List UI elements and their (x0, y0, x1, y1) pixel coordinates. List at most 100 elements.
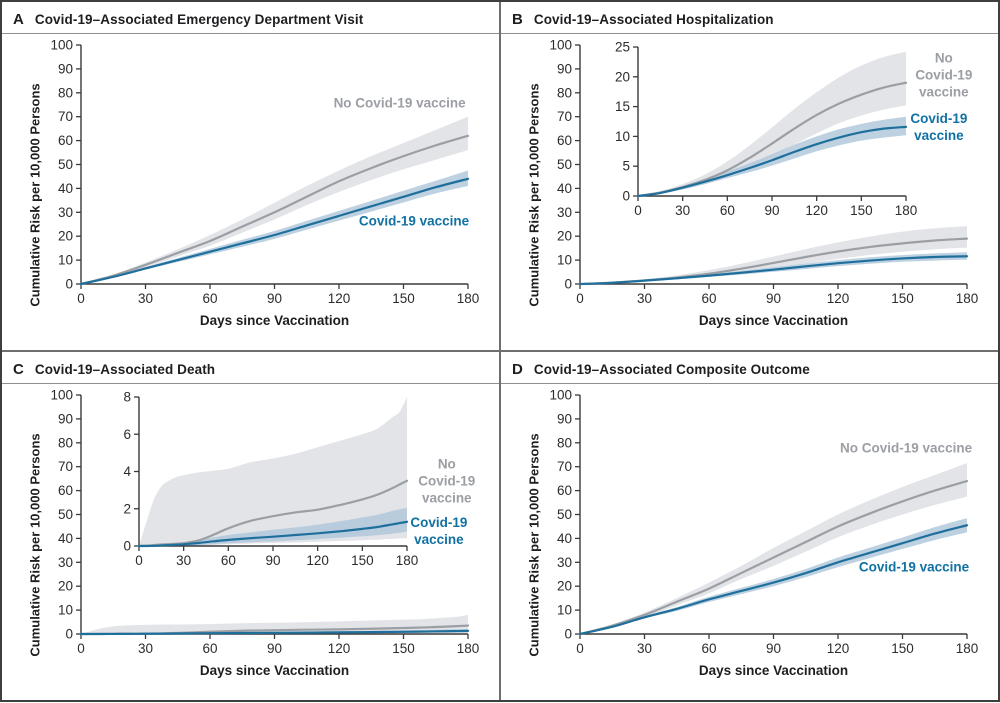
x-tick-label-main: 120 (328, 641, 351, 656)
y-tick-label-main: 30 (58, 205, 73, 220)
panel-letter: D (512, 360, 523, 378)
x-tick-label-main: 180 (956, 291, 979, 306)
x-tick-label-main: 60 (202, 641, 217, 656)
x-tick-label-main: 150 (392, 641, 415, 656)
panel-letter: C (13, 360, 24, 378)
y-tick-label-main: 50 (58, 157, 73, 172)
y-tick-label-main: 80 (58, 435, 73, 450)
x-tick-label-main: 90 (267, 641, 282, 656)
y-tick-label-main: 50 (557, 157, 572, 172)
x-tick-label-main: 150 (392, 291, 415, 306)
panel-letter: B (512, 10, 523, 28)
panel-d-plot-area: Cumulative Risk per 10,000 Persons 0 10 20… (501, 384, 998, 700)
x-tick-label-inset: 0 (135, 553, 143, 568)
y-tick-label-main: 90 (557, 61, 572, 76)
x-tick-label-main: 90 (766, 641, 781, 656)
x-tick-label-main: 30 (138, 291, 153, 306)
series-label-vaccine: Covid-19 vaccine (910, 111, 967, 143)
series-label-no_vaccine: No Covid-19 vaccine (334, 96, 467, 111)
series-label-no_vaccine: No Covid-19 vaccine (915, 50, 972, 99)
y-tick-label-inset: 15 (615, 99, 630, 114)
x-tick-label-main: 60 (701, 291, 716, 306)
series-line-vaccine-inset (636, 125, 908, 198)
y-tick-label-main: 0 (65, 277, 73, 292)
y-tick-label-main: 10 (557, 253, 572, 268)
x-tick-label-main: 120 (827, 641, 850, 656)
y-tick-label-inset: 0 (123, 539, 131, 554)
x-tick-label-main: 150 (891, 291, 914, 306)
y-tick-label-main: 10 (58, 253, 73, 268)
y-tick-label-inset: 8 (123, 390, 131, 405)
y-tick-label-main: 40 (58, 181, 73, 196)
y-tick-label-inset: 6 (123, 427, 131, 442)
panel-d: D Covid-19–Associated Composite Outcome … (501, 352, 998, 700)
y-axis-label: Cumulative Risk per 10,000 Persons (27, 83, 43, 307)
y-tick-label-main: 70 (58, 109, 73, 124)
y-tick-label-main: 100 (549, 388, 572, 403)
y-tick-label-main: 70 (557, 109, 572, 124)
series-line-no_vaccine-main (578, 479, 969, 636)
series-line-vaccine-main (578, 524, 969, 636)
chart-canvas-a: 0 10 20 30 40 50 60 70 80 90 100 0 30 60 90 120 150 180 Da… (50, 38, 479, 329)
y-tick-label-main: 100 (549, 38, 572, 53)
y-axis-label: Cumulative Risk per 10,000 Persons (27, 433, 43, 657)
panel-a-plot-area: Cumulative Risk per 10,000 Persons 0 10 20… (2, 34, 499, 350)
y-tick-label-inset: 20 (615, 69, 630, 84)
y-tick-label-main: 100 (50, 388, 73, 403)
x-tick-label-main: 60 (202, 291, 217, 306)
x-tick-label-main: 90 (766, 291, 781, 306)
series-line-vaccine-main (79, 629, 470, 636)
x-tick-label-main: 0 (77, 641, 85, 656)
series-line-vaccine-main (578, 255, 969, 286)
band-no_vaccine-inset (139, 397, 407, 547)
y-tick-label-main: 100 (50, 38, 73, 53)
x-tick-label-inset: 180 (895, 203, 918, 218)
y-tick-label-main: 90 (58, 61, 73, 76)
y-tick-label-inset: 4 (123, 464, 131, 479)
band-no_vaccine-main (580, 463, 967, 634)
y-tick-label-main: 10 (58, 603, 73, 618)
x-axis-label: Days since Vaccination (699, 313, 848, 328)
panel-a-header: A Covid-19–Associated Emergency Departme… (2, 2, 499, 34)
y-tick-label-main: 30 (58, 555, 73, 570)
series-line-vaccine-inset (137, 520, 409, 548)
x-tick-label-main: 90 (267, 291, 282, 306)
series-line-no_vaccine-main (79, 134, 470, 286)
y-tick-label-main: 30 (557, 555, 572, 570)
y-tick-label-main: 50 (58, 507, 73, 522)
x-tick-label-main: 180 (457, 641, 480, 656)
y-axis-label: Cumulative Risk per 10,000 Persons (526, 83, 542, 307)
y-tick-label-main: 80 (58, 85, 73, 100)
x-tick-label-main: 30 (138, 641, 153, 656)
y-tick-label-main: 90 (58, 411, 73, 426)
x-tick-label-main: 30 (637, 291, 652, 306)
x-tick-label-main: 180 (457, 291, 480, 306)
x-tick-label-main: 120 (827, 291, 850, 306)
y-tick-label-main: 20 (557, 229, 572, 244)
x-axis-label: Days since Vaccination (699, 663, 848, 678)
x-tick-label-main: 150 (891, 641, 914, 656)
y-tick-label-main: 0 (564, 627, 572, 642)
panel-letter: A (13, 10, 24, 28)
x-tick-label-inset: 60 (720, 203, 735, 218)
y-tick-label-main: 0 (564, 277, 572, 292)
panel-title: Covid-19–Associated Death (34, 361, 216, 377)
panel-title: Covid-19–Associated Composite Outcome (533, 361, 810, 377)
y-tick-label-main: 20 (557, 579, 572, 594)
x-tick-label-inset: 120 (306, 553, 329, 568)
panel-c-plot-area: Cumulative Risk per 10,000 Persons 0 10 20… (2, 384, 499, 700)
series-label-vaccine: Covid-19 vaccine (859, 559, 970, 574)
panel-c: C Covid-19–Associated Death Cumulative R… (2, 352, 499, 700)
panel-title: Covid-19–Associated Emergency Department… (34, 11, 364, 27)
x-tick-label-inset: 90 (764, 203, 779, 218)
series-line-vaccine-main (79, 177, 470, 286)
y-tick-label-main: 20 (58, 579, 73, 594)
y-tick-label-main: 40 (557, 181, 572, 196)
plot-inset: 0 2 4 6 8 0 30 60 90 120 150 180 (123, 390, 418, 569)
band-no_vaccine-main (81, 116, 468, 284)
